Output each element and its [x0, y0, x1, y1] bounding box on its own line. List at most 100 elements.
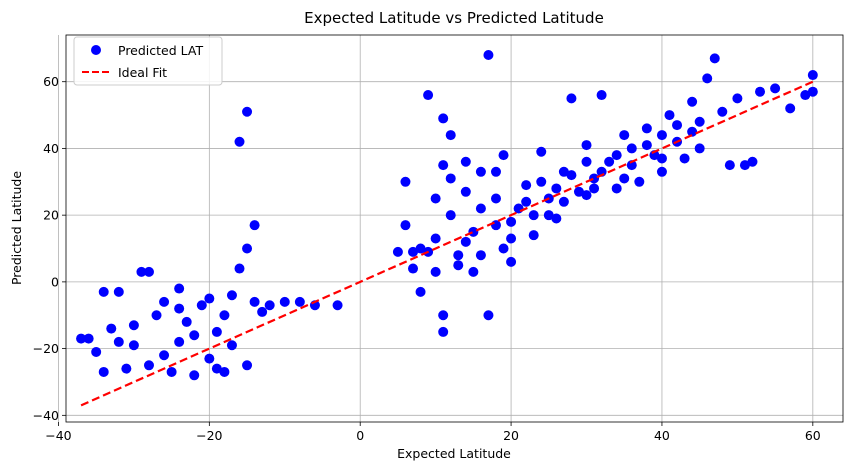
- scatter-point: [226, 290, 237, 301]
- scatter-point: [536, 176, 547, 187]
- scatter-point: [566, 93, 577, 104]
- scatter-point: [679, 153, 690, 164]
- scatter-point: [332, 300, 343, 311]
- scatter-point: [408, 263, 419, 274]
- chart-title: Expected Latitude vs Predicted Latitude: [304, 9, 604, 27]
- x-tick-label: 60: [805, 428, 821, 443]
- scatter-point: [513, 203, 524, 214]
- scatter-point: [430, 266, 441, 277]
- scatter-point: [204, 353, 215, 364]
- legend-marker-predicted: [91, 45, 101, 55]
- plot-frame: [65, 34, 844, 423]
- scatter-point: [747, 156, 758, 167]
- scatter-point: [732, 93, 743, 104]
- scatter-point: [211, 326, 222, 337]
- scatter-point: [566, 170, 577, 181]
- scatter-point: [475, 166, 486, 177]
- x-tick-label: 40: [654, 428, 670, 443]
- scatter-point: [415, 286, 426, 297]
- scatter-point: [656, 166, 667, 177]
- scatter-point: [521, 196, 532, 207]
- scatter-point: [113, 336, 124, 347]
- scatter-point: [430, 233, 441, 244]
- scatter-point: [468, 266, 479, 277]
- x-axis-label: Expected Latitude: [397, 446, 511, 461]
- scatter-point: [536, 146, 547, 157]
- scatter-point: [687, 96, 698, 107]
- scatter-point: [483, 310, 494, 321]
- y-axis-ticks: −40 −20 0 20 40 60: [33, 74, 66, 423]
- scatter-point: [770, 83, 781, 94]
- scatter-point: [807, 86, 818, 97]
- scatter-point: [498, 150, 509, 161]
- scatter-point: [174, 303, 185, 314]
- scatter-point: [641, 140, 652, 151]
- scatter-point: [581, 140, 592, 151]
- scatter-point: [619, 130, 630, 141]
- scatter-point: [581, 190, 592, 201]
- data-points: [76, 50, 818, 381]
- scatter-point: [498, 243, 509, 254]
- scatter-point: [438, 160, 449, 171]
- y-tick-label: 20: [43, 208, 59, 223]
- scatter-point: [423, 90, 434, 101]
- scatter-point: [724, 160, 735, 171]
- scatter-point: [702, 73, 713, 84]
- scatter-point: [558, 196, 569, 207]
- scatter-point: [589, 183, 600, 194]
- scatter-point: [98, 286, 109, 297]
- scatter-point: [589, 173, 600, 184]
- x-tick-label: −20: [196, 428, 222, 443]
- x-axis-ticks: −40 −20 0 20 40 60: [45, 422, 821, 443]
- scatter-point: [279, 296, 290, 307]
- scatter-point: [136, 266, 147, 277]
- scatter-point: [453, 260, 464, 271]
- legend-label-predicted: Predicted LAT: [118, 43, 203, 58]
- scatter-point: [551, 213, 562, 224]
- scatter-point: [234, 263, 245, 274]
- scatter-point: [604, 156, 615, 167]
- scatter-point: [694, 143, 705, 154]
- scatter-point: [159, 350, 170, 361]
- scatter-point: [694, 116, 705, 127]
- scatter-point: [460, 236, 471, 247]
- scatter-point: [400, 220, 411, 231]
- scatter-point: [528, 230, 539, 241]
- x-tick-label: −40: [45, 428, 71, 443]
- scatter-point: [166, 366, 177, 377]
- scatter-point: [204, 293, 215, 304]
- scatter-point: [528, 210, 539, 221]
- scatter-point: [242, 360, 253, 371]
- scatter-point: [174, 336, 185, 347]
- scatter-point: [543, 210, 554, 221]
- scatter-point: [249, 220, 260, 231]
- scatter-point: [219, 310, 230, 321]
- scatter-point: [151, 310, 162, 321]
- scatter-point: [611, 183, 622, 194]
- scatter-point: [128, 340, 139, 351]
- scatter-point: [709, 53, 720, 64]
- scatter-point: [445, 210, 456, 221]
- scatter-point: [106, 323, 117, 334]
- scatter-point: [672, 120, 683, 131]
- scatter-point: [739, 160, 750, 171]
- scatter-point: [242, 106, 253, 117]
- scatter-point: [219, 366, 230, 377]
- scatter-point: [506, 216, 517, 227]
- scatter-point: [257, 306, 268, 317]
- y-axis-label: Predicted Latitude: [9, 171, 24, 285]
- scatter-point: [76, 333, 87, 344]
- scatter-point: [438, 310, 449, 321]
- scatter-point: [211, 363, 222, 374]
- scatter-point: [91, 346, 102, 357]
- scatter-point: [415, 243, 426, 254]
- scatter-point: [392, 246, 403, 257]
- scatter-point: [717, 106, 728, 117]
- scatter-point: [159, 296, 170, 307]
- scatter-point: [551, 183, 562, 194]
- scatter-point: [189, 330, 200, 341]
- scatter-point: [242, 243, 253, 254]
- scatter-point: [174, 283, 185, 294]
- scatter-point: [226, 340, 237, 351]
- scatter-point: [196, 300, 207, 311]
